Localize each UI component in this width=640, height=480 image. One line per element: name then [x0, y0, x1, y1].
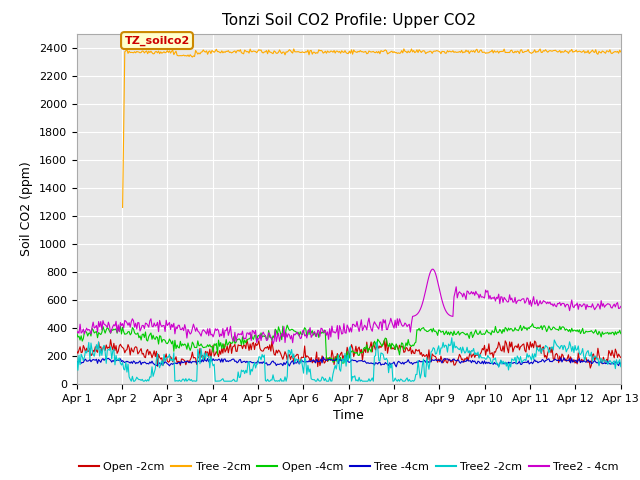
Text: TZ_soilco2: TZ_soilco2 — [124, 36, 189, 46]
Legend: Open -2cm, Tree -2cm, Open -4cm, Tree -4cm, Tree2 -2cm, Tree2 - 4cm: Open -2cm, Tree -2cm, Open -4cm, Tree -4… — [74, 457, 623, 477]
Y-axis label: Soil CO2 (ppm): Soil CO2 (ppm) — [20, 161, 33, 256]
X-axis label: Time: Time — [333, 409, 364, 422]
Title: Tonzi Soil CO2 Profile: Upper CO2: Tonzi Soil CO2 Profile: Upper CO2 — [222, 13, 476, 28]
